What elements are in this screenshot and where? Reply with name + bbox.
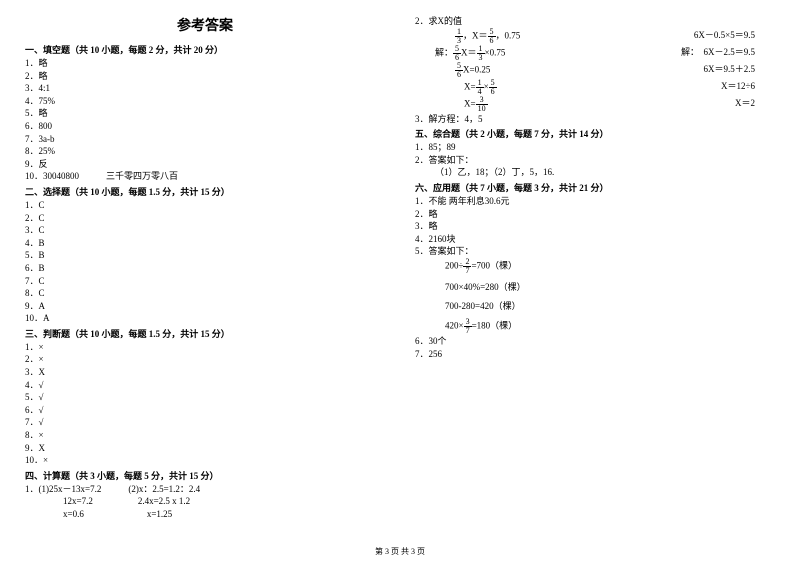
section-3-header: 三、判断题（共 10 小题，每题 1.5 分，共计 15 分） xyxy=(25,327,385,340)
s6-item: 1．不能 两年利息30.6元 xyxy=(415,195,775,208)
s1-item: 5．略 xyxy=(25,107,385,120)
s2-item: 3．C xyxy=(25,224,385,237)
section-2-header: 二、选择题（共 10 小题，每题 1.5 分，共计 15 分） xyxy=(25,185,385,198)
s1-item: 10．30040800 三千零四万零八百 xyxy=(25,170,385,183)
s3-item: 8．× xyxy=(25,429,385,442)
eq-right: X＝2 xyxy=(735,96,755,113)
fraction: 14 xyxy=(476,79,484,96)
eq-right: 解： 6X－2.5＝9.5 xyxy=(681,45,755,62)
answer-key-title: 参考答案 xyxy=(25,15,385,35)
math-line: 420×37=180（棵） xyxy=(445,318,775,335)
s1-item: 6．800 xyxy=(25,120,385,133)
s2-item: 10．A xyxy=(25,312,385,325)
s2-item: 2．C xyxy=(25,212,385,225)
problem-3: 3．解方程：4，5 xyxy=(415,113,775,126)
s2-item: 8．C xyxy=(25,287,385,300)
section-5-header: 五、综合题（共 2 小题，每题 7 分，共计 14 分） xyxy=(415,127,775,140)
fraction: 56 xyxy=(489,79,497,96)
s5-item: 2．答案如下： xyxy=(415,154,775,167)
s2-item: 6．B xyxy=(25,262,385,275)
s2-item: 4．B xyxy=(25,237,385,250)
eq-row-1: 13，X＝56，0.75 6X－0.5×5＝9.5 xyxy=(415,28,775,45)
s2-item: 5．B xyxy=(25,249,385,262)
s6-item: 4．2160块 xyxy=(415,233,775,246)
s1-item: 3．4:1 xyxy=(25,82,385,95)
eq-right: 6X＝9.5＋2.5 xyxy=(704,62,756,79)
eq-left: 13，X＝56，0.75 xyxy=(455,28,520,45)
eq-left: 解：56X＝13×0.75 xyxy=(435,45,505,62)
s6-item: 6．30个 xyxy=(415,335,775,348)
section-4-header: 四、计算题（共 3 小题，每题 5 分，共计 15 分） xyxy=(25,469,385,482)
eq-right: X＝12÷6 xyxy=(721,79,755,96)
fraction: 56 xyxy=(455,62,463,79)
s1-item: 1．略 xyxy=(25,57,385,70)
s3-item: 6．√ xyxy=(25,404,385,417)
eq-row-4: X=14×56 X＝12÷6 xyxy=(415,79,775,96)
eq-right: 6X－0.5×5＝9.5 xyxy=(694,28,755,45)
left-column: 参考答案 一、填空题（共 10 小题，每题 2 分，共计 20 分） 1．略 2… xyxy=(25,15,385,521)
s4-line1: 1．(1)25x－13x=7.2 (2)x：2.5=1.2：2.4 xyxy=(25,483,385,496)
fraction: 13 xyxy=(455,28,463,45)
s1-item: 2．略 xyxy=(25,70,385,83)
s6-item: 3．略 xyxy=(415,220,775,233)
math-line: 200÷27=700（棵） xyxy=(445,258,775,275)
s3-item: 5．√ xyxy=(25,391,385,404)
s5-sub-item: （1）乙，18；（2）丁，5，16. xyxy=(435,166,775,179)
fraction: 56 xyxy=(453,45,461,62)
eq-row-2: 解：56X＝13×0.75 解： 6X－2.5＝9.5 xyxy=(415,45,775,62)
s2-item: 9．A xyxy=(25,300,385,313)
s3-item: 10．× xyxy=(25,454,385,467)
s6-item: 5．答案如下： xyxy=(415,245,775,258)
s3-item: 7．√ xyxy=(25,416,385,429)
s1-item: 4．75% xyxy=(25,95,385,108)
problem-2-label: 2．求X的值 xyxy=(415,15,775,28)
eq-left: X=310 xyxy=(455,96,488,113)
fraction: 37 xyxy=(464,318,472,335)
eq-row-3: 56X=0.25 6X＝9.5＋2.5 xyxy=(415,62,775,79)
s4-line2: 12x=7.2 2.4x=2.5 x 1.2 xyxy=(45,495,385,508)
page-container: 参考答案 一、填空题（共 10 小题，每题 2 分，共计 20 分） 1．略 2… xyxy=(25,15,775,521)
eq-row-5: X=310 X＝2 xyxy=(415,96,775,113)
s3-item: 9．X xyxy=(25,442,385,455)
s6-item: 2．略 xyxy=(415,208,775,221)
s3-item: 1．× xyxy=(25,341,385,354)
eq-left: 56X=0.25 xyxy=(455,62,490,79)
eq-left: X=14×56 xyxy=(455,79,497,96)
s1-item: 8．25% xyxy=(25,145,385,158)
right-column: 2．求X的值 13，X＝56，0.75 6X－0.5×5＝9.5 解：56X＝1… xyxy=(415,15,775,521)
s1-item: 9．反 xyxy=(25,158,385,171)
math-line: 700-280=420（棵） xyxy=(445,300,775,313)
s1-item: 7．3a-b xyxy=(25,133,385,146)
s3-item: 4．√ xyxy=(25,379,385,392)
s3-item: 2．× xyxy=(25,353,385,366)
fraction: 310 xyxy=(476,96,488,113)
math-line: 700×40%=280（棵） xyxy=(445,281,775,294)
section-1-header: 一、填空题（共 10 小题，每题 2 分，共计 20 分） xyxy=(25,43,385,56)
fraction: 13 xyxy=(477,45,485,62)
section-6-header: 六、应用题（共 7 小题，每题 3 分，共计 21 分） xyxy=(415,181,775,194)
fraction: 56 xyxy=(488,28,496,45)
page-footer: 第 3 页 共 3 页 xyxy=(0,546,800,557)
s2-item: 7．C xyxy=(25,275,385,288)
s2-item: 1．C xyxy=(25,199,385,212)
s6-item: 7．256 xyxy=(415,348,775,361)
s5-item: 1．85；89 xyxy=(415,141,775,154)
s3-item: 3．X xyxy=(25,366,385,379)
s4-line3: x=0.6 x=1.25 xyxy=(45,508,385,521)
